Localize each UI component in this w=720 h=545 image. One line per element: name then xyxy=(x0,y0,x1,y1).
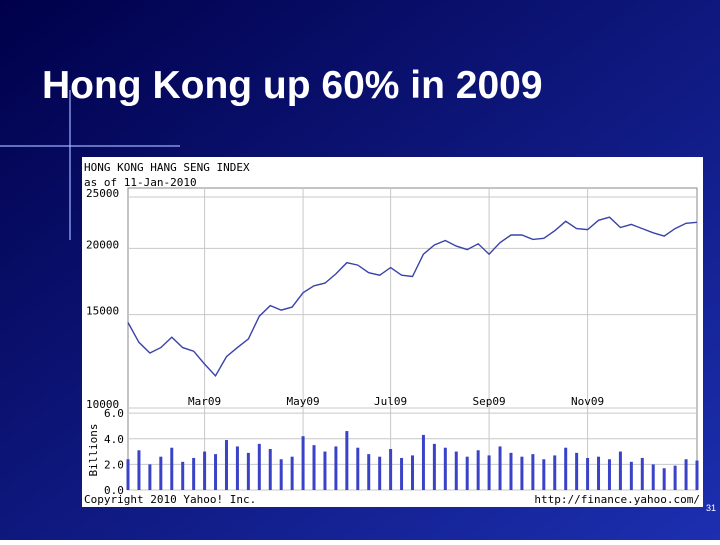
y-tick-label: 2.0 xyxy=(104,458,124,471)
volume-bar xyxy=(509,452,513,490)
volume-bar xyxy=(181,461,185,490)
chart-subtitle: as of 11-Jan-2010 xyxy=(84,176,197,189)
volume-bar xyxy=(356,447,360,490)
volume-bar xyxy=(137,450,141,490)
volume-bar xyxy=(279,459,283,490)
y-axis-label: Billions xyxy=(87,424,100,477)
volume-bar xyxy=(432,443,436,490)
volume-bar xyxy=(531,454,535,490)
volume-bar xyxy=(454,451,458,490)
y-tick-label: 6.0 xyxy=(104,407,124,420)
volume-bar xyxy=(542,459,546,490)
volume-bar xyxy=(257,443,261,490)
y-tick-label: 20000 xyxy=(86,238,119,251)
volume-bar xyxy=(345,431,349,490)
volume-bar xyxy=(586,457,590,490)
x-tick-label: Nov09 xyxy=(571,395,604,408)
volume-bar xyxy=(400,457,404,490)
volume-bar xyxy=(323,451,327,490)
volume-bar xyxy=(629,461,633,490)
volume-bar xyxy=(159,456,163,490)
volume-bar xyxy=(597,456,601,490)
volume-bar xyxy=(411,455,414,490)
volume-bar xyxy=(235,446,239,490)
price-line xyxy=(127,216,698,377)
volume-bar xyxy=(148,464,152,490)
volume-bar xyxy=(421,434,425,490)
chart-title: HONG KONG HANG SENG INDEX xyxy=(84,161,250,174)
volume-bar xyxy=(334,446,338,490)
volume-bar xyxy=(126,459,130,490)
y-tick-label: 0.0 xyxy=(104,484,124,497)
volume-bar xyxy=(520,456,524,490)
volume-bar xyxy=(607,459,611,490)
copyright: Copyright 2010 Yahoo! Inc. xyxy=(84,493,256,506)
volume-bar xyxy=(389,449,393,490)
x-tick-label: May09 xyxy=(287,395,320,408)
volume-bar xyxy=(301,436,305,490)
volume-bar xyxy=(246,452,250,490)
y-tick-label: 4.0 xyxy=(104,433,124,446)
chart-panel xyxy=(82,157,703,507)
y-tick-label: 10000 xyxy=(86,398,119,411)
volume-bar xyxy=(192,457,196,490)
volume-bar xyxy=(564,447,568,490)
volume-bar xyxy=(476,450,480,490)
volume-bar xyxy=(367,454,371,490)
slide-number: 31 xyxy=(706,503,716,513)
volume-bar xyxy=(224,440,228,490)
volume-bar xyxy=(553,455,557,490)
source: http://finance.yahoo.com/ xyxy=(534,493,700,506)
x-tick-label: Jul09 xyxy=(374,395,407,408)
volume-bar xyxy=(673,465,677,490)
volume-bar xyxy=(290,456,294,490)
volume-bar xyxy=(443,447,447,490)
y-tick-label: 25000 xyxy=(86,187,119,200)
volume-bar xyxy=(268,449,272,490)
y-tick-label: 15000 xyxy=(86,305,119,318)
volume-bar xyxy=(640,457,644,490)
volume-bar xyxy=(618,451,622,490)
volume-bar xyxy=(695,460,699,490)
volume-bar xyxy=(498,446,502,490)
volume-bar xyxy=(203,451,207,490)
x-tick-label: Mar09 xyxy=(188,395,221,408)
volume-bar xyxy=(378,456,382,490)
volume-bar xyxy=(684,459,688,490)
volume-bar xyxy=(465,456,469,490)
volume-bar xyxy=(662,468,666,490)
volume-bar xyxy=(651,464,655,490)
volume-bar xyxy=(312,445,316,490)
volume-bar xyxy=(575,452,579,490)
volume-bar xyxy=(214,454,218,490)
volume-bar xyxy=(170,447,174,490)
volume-bar xyxy=(487,455,491,490)
x-tick-label: Sep09 xyxy=(473,395,506,408)
slide-title: Hong Kong up 60% in 2009 xyxy=(42,64,543,107)
